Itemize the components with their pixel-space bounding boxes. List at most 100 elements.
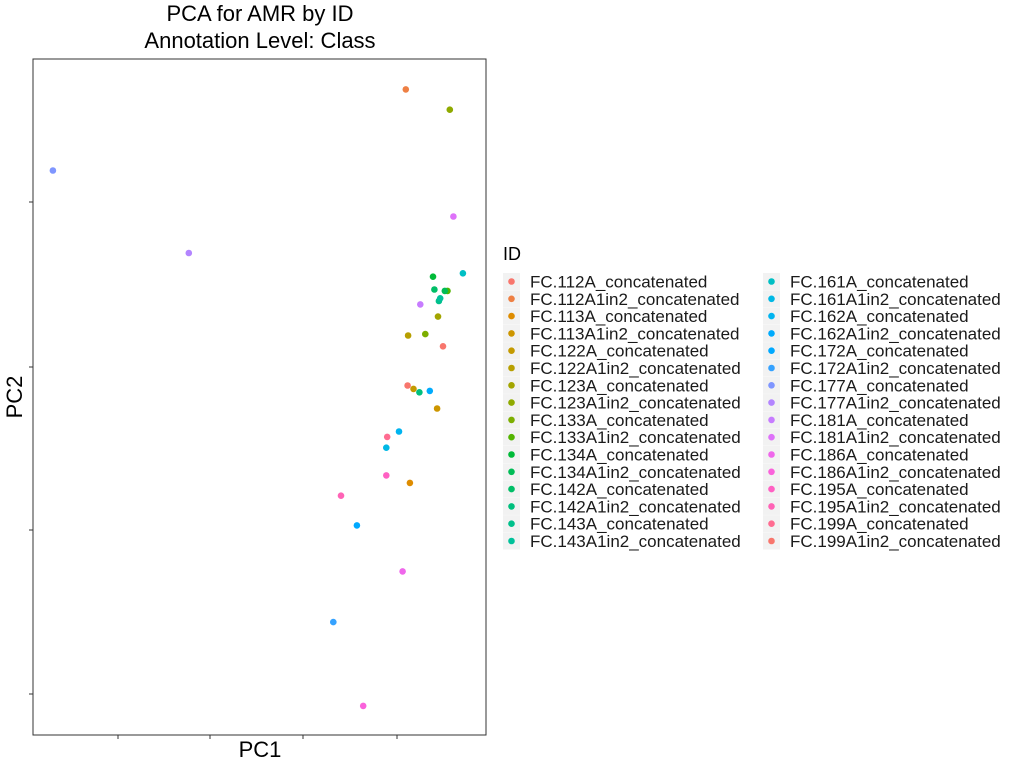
x-axis-title: PC1 [239, 737, 282, 762]
data-points [49, 86, 467, 710]
data-point [459, 270, 467, 277]
legend-key [768, 537, 775, 545]
legend-label: FC.134A1in2_concatenated [530, 463, 741, 482]
legend-label: FC.133A_concatenated [530, 411, 709, 430]
legend-key [508, 399, 515, 406]
legend-label: FC.142A1in2_concatenated [530, 497, 741, 516]
legend-label: FC.133A1in2_concatenated [530, 428, 741, 447]
data-point [402, 86, 410, 93]
data-point [330, 618, 337, 626]
legend-label: FC.143A1in2_concatenated [530, 532, 741, 551]
legend-title: ID [503, 244, 521, 264]
legend-label: FC.134A_concatenated [530, 446, 709, 465]
legend-label: FC.177A_concatenated [790, 376, 969, 395]
data-point [395, 428, 403, 435]
legend-key [508, 520, 515, 527]
legend-key [768, 503, 775, 510]
data-point [434, 313, 442, 320]
data-point [337, 492, 345, 500]
legend-key [768, 520, 775, 527]
data-point [353, 522, 361, 529]
data-point [383, 433, 391, 441]
legend-label: FC.181A_concatenated [790, 411, 969, 430]
legend-key [768, 468, 775, 476]
data-point [450, 213, 457, 220]
legend-label: FC.112A1in2_concatenated [530, 290, 740, 309]
data-point [404, 382, 411, 389]
data-point [406, 479, 414, 487]
legend-label: FC.122A_concatenated [530, 342, 709, 361]
legend-label: FC.123A1in2_concatenated [530, 394, 741, 413]
legend-key [768, 347, 775, 355]
data-point [185, 249, 193, 257]
legend-label: FC.186A1in2_concatenated [790, 463, 1001, 482]
legend-key [768, 278, 775, 285]
data-point [383, 472, 390, 479]
legend-key [508, 330, 515, 337]
legend-label: FC.123A_concatenated [530, 376, 709, 395]
legend-label: FC.162A_concatenated [790, 307, 969, 326]
x-axis-ticks [117, 735, 398, 739]
legend-key [508, 312, 515, 320]
legend-key [508, 451, 515, 458]
y-axis-ticks [29, 201, 33, 695]
data-point [433, 405, 441, 412]
data-point [410, 385, 417, 393]
legend-key [508, 278, 515, 285]
legend-key [508, 433, 515, 441]
legend-label: FC.122A1in2_concatenated [530, 359, 741, 378]
data-point [422, 330, 429, 338]
plot-panel [32, 58, 487, 736]
legend-key [508, 537, 515, 545]
legend-key [508, 382, 515, 389]
legend-key [768, 416, 775, 424]
data-point [429, 273, 437, 281]
legend-key [508, 503, 515, 510]
legend-key [508, 347, 515, 355]
data-point [359, 702, 367, 710]
legend-label: FC.195A1in2_concatenated [790, 497, 1001, 516]
legend-label: FC.113A1in2_concatenated [530, 324, 740, 343]
legend-key [768, 364, 775, 372]
legend-key [768, 399, 775, 406]
data-point [49, 167, 57, 174]
data-point [441, 287, 449, 295]
legend-key [768, 433, 775, 441]
legend-label: FC.199A1in2_concatenated [790, 532, 1001, 551]
legend-label: FC.161A1in2_concatenated [790, 290, 1001, 309]
legend-key [768, 295, 775, 303]
legend-key [768, 312, 775, 320]
legend-key [508, 485, 515, 493]
data-point [417, 301, 424, 308]
legend-label: FC.142A_concatenated [530, 480, 709, 499]
data-point [404, 332, 412, 339]
legend-label: FC.161A_concatenated [790, 273, 969, 292]
data-point [439, 343, 447, 350]
legend: FC.112A_concatenatedFC.112A1in2_concaten… [503, 273, 1001, 551]
legend-label: FC.113A_concatenated [530, 307, 707, 326]
legend-label: FC.199A_concatenated [790, 515, 969, 534]
data-point [436, 295, 444, 302]
legend-key [768, 330, 775, 337]
legend-key [508, 416, 515, 424]
legend-label: FC.112A_concatenated [530, 273, 707, 292]
legend-label: FC.143A_concatenated [530, 515, 709, 534]
legend-label: FC.172A1in2_concatenated [790, 359, 1001, 378]
legend-label: FC.186A_concatenated [790, 446, 969, 465]
data-point [399, 568, 406, 575]
legend-key [508, 295, 515, 303]
legend-label: FC.181A1in2_concatenated [790, 428, 1001, 447]
legend-key [768, 451, 775, 458]
chart-title: PCA for AMR by ID [166, 1, 353, 26]
legend-key [768, 382, 775, 389]
legend-label: FC.162A1in2_concatenated [790, 324, 1001, 343]
data-point [446, 106, 454, 113]
data-point [416, 389, 423, 396]
legend-label: FC.195A_concatenated [790, 480, 969, 499]
legend-key [768, 485, 775, 493]
legend-key [508, 364, 515, 372]
data-point [383, 444, 390, 452]
legend-label: FC.177A1in2_concatenated [790, 394, 1001, 413]
chart-subtitle: Annotation Level: Class [144, 28, 375, 53]
